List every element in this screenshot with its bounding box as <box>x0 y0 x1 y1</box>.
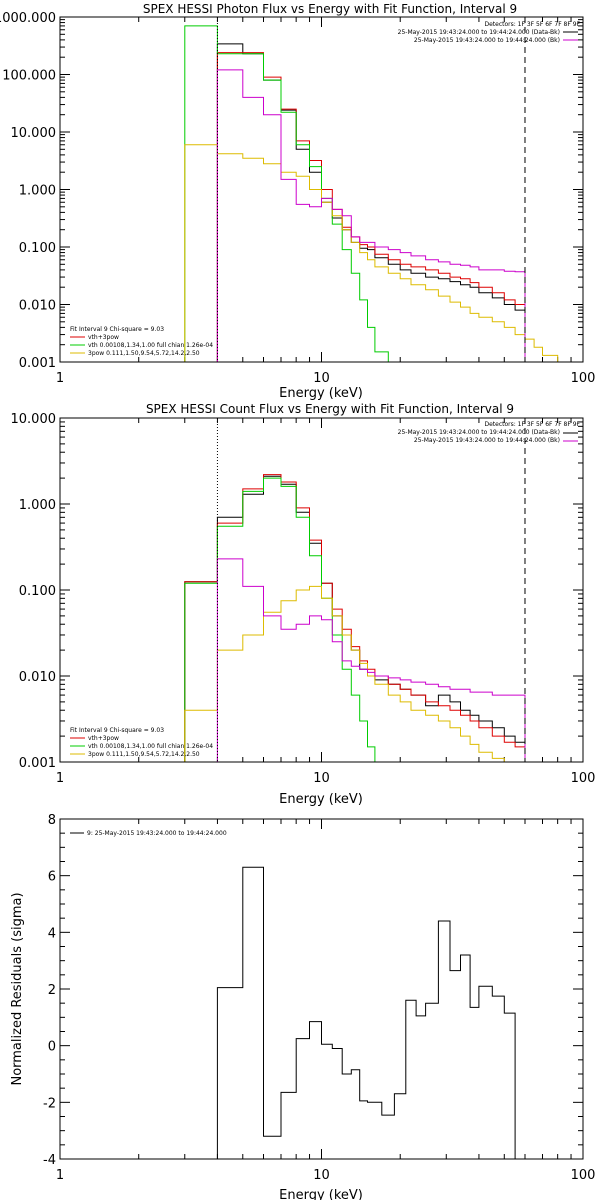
y-tick-label: 0 <box>48 1040 56 1055</box>
residuals-plot-frame <box>59 818 584 1160</box>
photon-flux-plot-frame <box>59 16 584 363</box>
photon-flux-series <box>184 17 583 363</box>
residuals-legend: 9: 25-May-2015 19:43:24.000 to 19:44:24.… <box>70 830 227 837</box>
count-flux-series <box>184 418 526 762</box>
x-tick-label: 10 <box>313 771 330 786</box>
x-tick-label: 100 <box>571 1168 596 1183</box>
y-tick-label: 6 <box>48 870 56 885</box>
y-tick-label: 8 <box>48 813 56 828</box>
y-tick-label: 4 <box>48 926 56 941</box>
residuals-y-axis-label: Normalized Residuals (sigma) <box>10 892 25 1085</box>
count-flux-legend-top-1: 25-May-2015 19:43:24.000 to 19:44:24.000… <box>398 429 560 436</box>
series-3pow <box>184 585 505 762</box>
series-vth <box>184 477 376 762</box>
photon-flux-fit-label: Fit Interval 9 Chi-square = 9.03 <box>70 326 164 333</box>
y-tick-label: 1.000 <box>19 498 56 513</box>
count-flux-panel: SPEX HESSI Count Flux vs Energy with Fit… <box>11 402 596 807</box>
y-tick-label: 0.010 <box>19 670 56 685</box>
photon-flux-x-axis-label: Energy (keV) <box>279 386 363 401</box>
count-flux-legend-vth: vth 0.00108,1.34,1.00 full chian 1.26e-0… <box>88 743 213 750</box>
count-flux-y-ticks: 0.001 0.010 0.100 1.000 10.000 <box>11 412 583 771</box>
x-tick-label: 10 <box>313 371 330 386</box>
photon-flux-legend-bottom: Fit Interval 9 Chi-square = 9.03 vth+3po… <box>70 326 213 357</box>
count-flux-legend-top-2: 25-May-2015 19:43:24.000 to 19:44:24.000… <box>414 437 560 444</box>
photon-flux-title: SPEX HESSI Photon Flux vs Energy with Fi… <box>143 2 517 16</box>
series-vth <box>184 25 401 363</box>
count-flux-legend-bottom: Fit Interval 9 Chi-square = 9.03 vth+3po… <box>70 727 213 758</box>
y-tick-label: 0.001 <box>19 756 56 771</box>
y-tick-label: -2 <box>43 1096 56 1111</box>
x-tick-label: 1 <box>56 771 64 786</box>
y-tick-label: 0.100 <box>19 241 56 256</box>
series-data-bk <box>184 475 526 762</box>
series-bk <box>216 69 526 362</box>
count-flux-x-axis-label: Energy (keV) <box>279 792 363 807</box>
residuals-x-axis-label: Energy (keV) <box>279 1188 363 1200</box>
x-tick-label: 100 <box>571 371 596 386</box>
count-flux-fit-label: Fit Interval 9 Chi-square = 9.03 <box>70 727 164 734</box>
count-flux-legend-top-0: Detectors: 1F 3F 5F 6F 7F 8F 9F <box>484 421 580 428</box>
y-tick-label: 1.000 <box>19 184 56 199</box>
residuals-series <box>216 866 525 1160</box>
count-flux-legend-3pow: 3pow 0.111,1.50,9.54,5.72,14.2,2.50 <box>88 751 200 758</box>
y-tick-label: 10.000 <box>11 412 57 427</box>
photon-flux-panel: SPEX HESSI Photon Flux vs Energy with Fi… <box>0 2 595 401</box>
photon-flux-legend-vth-3pow: vth+3pow <box>88 334 119 341</box>
count-flux-legend-top: Detectors: 1F 3F 5F 6F 7F 8F 9F 25-May-2… <box>398 421 581 444</box>
series-residuals <box>216 866 525 1160</box>
residuals-legend-label: 9: 25-May-2015 19:43:24.000 to 19:44:24.… <box>87 830 227 837</box>
y-tick-label: -4 <box>43 1153 56 1168</box>
y-tick-label: 100.000 <box>2 69 56 84</box>
series-vth-3pow <box>216 52 526 362</box>
photon-flux-legend-top: Detectors: 1F 3F 5F 6F 7F 8F 9F 25-May-2… <box>398 21 581 44</box>
residuals-x-ticks: 1 10 100 <box>56 819 596 1183</box>
series-bk <box>216 558 526 762</box>
residuals-panel: -4 -2 0 2 4 6 8 1 10 100 9: 25-May-2015 19:43:24… <box>10 813 595 1200</box>
series-3pow <box>184 144 583 363</box>
y-tick-label: 10.000 <box>11 126 57 141</box>
y-tick-label: 1000.000 <box>0 11 56 26</box>
count-flux-legend-vth-3pow: vth+3pow <box>88 735 119 742</box>
x-tick-label: 10 <box>313 1168 330 1183</box>
photon-flux-y-ticks: 0.001 0.010 0.100 1.000 10.000 100.000 1000.00… <box>0 11 583 371</box>
y-tick-label: 0.010 <box>19 299 56 314</box>
photon-flux-legend-top-2: 25-May-2015 19:43:24.000 to 19:44:24.000… <box>414 37 560 44</box>
photon-flux-legend-3pow: 3pow 0.111,1.50,9.54,5.72,14.2,2.50 <box>88 350 200 357</box>
x-tick-label: 1 <box>56 371 64 386</box>
x-tick-label: 1 <box>56 1168 64 1183</box>
photon-flux-legend-vth: vth 0.00108,1.34,1.00 full chian 1.26e-0… <box>88 342 213 349</box>
photon-flux-legend-top-1: 25-May-2015 19:43:24.000 to 19:44:24.000… <box>398 29 560 36</box>
y-tick-label: 0.001 <box>19 356 56 371</box>
residuals-y-ticks: -4 -2 0 2 4 6 8 <box>43 813 583 1168</box>
y-tick-label: 2 <box>48 983 56 998</box>
photon-flux-legend-top-0: Detectors: 1F 3F 5F 6F 7F 8F 9F <box>484 21 580 28</box>
y-tick-label: 0.100 <box>19 584 56 599</box>
count-flux-plot-frame <box>59 417 584 763</box>
x-tick-label: 100 <box>571 771 596 786</box>
count-flux-title: SPEX HESSI Count Flux vs Energy with Fit… <box>146 402 514 416</box>
